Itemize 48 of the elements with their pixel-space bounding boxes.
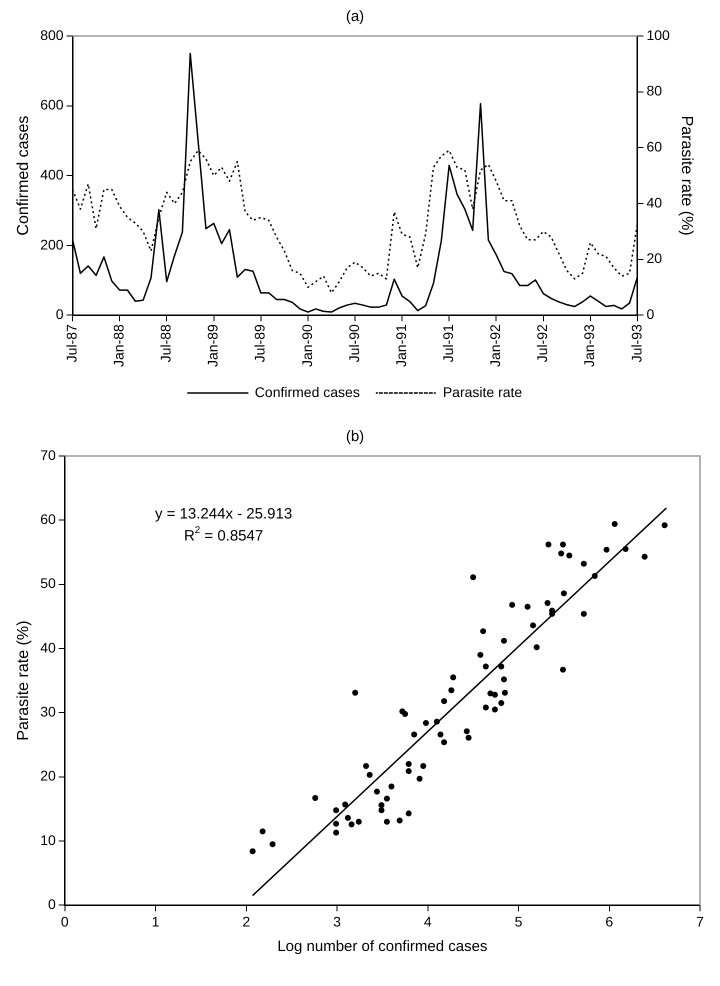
y-tick-label: 60	[40, 511, 56, 528]
x-tick-label: Jan-91	[392, 324, 409, 368]
y-axis-title: Confirmed cases	[15, 116, 32, 236]
x-tick-label: Jan-88	[110, 324, 126, 368]
y2-tick-label: 20	[646, 250, 662, 266]
y-tick-label: 30	[40, 704, 56, 720]
annotation: y = 13.244x - 25.913	[154, 506, 292, 523]
y2-axis-title: Parasite rate (%)	[678, 116, 695, 236]
x-tick-label: Jul-93	[628, 324, 644, 362]
chart-title: (a)	[346, 8, 364, 26]
x-tick-label: Jul-92	[534, 324, 550, 362]
y-tick-label: 40	[40, 639, 56, 656]
y2-tick-label: 100	[646, 26, 670, 43]
x-tick-label: Jul-90	[346, 324, 362, 362]
x-tick-label: Jan-90	[298, 324, 315, 368]
y2-tick-label: 40	[646, 194, 662, 210]
y-tick-label: 400	[40, 166, 64, 182]
x-tick-label: 2	[242, 913, 250, 930]
x-tick-label: Jan-93	[581, 324, 598, 368]
x-tick-label: Jan-92	[487, 324, 504, 368]
x-tick-label: Jul-87	[63, 324, 80, 362]
legend-label: Parasite rate	[442, 384, 522, 400]
y-tick-label: 0	[48, 896, 56, 912]
y2-tick-label: 60	[646, 138, 662, 155]
y-tick-label: 800	[40, 26, 64, 43]
x-tick-label: 6	[605, 913, 614, 930]
y-axis-title: Parasite rate (%)	[15, 620, 32, 741]
x-tick-label: 1	[152, 913, 160, 930]
y-tick-label: 20	[40, 768, 56, 784]
y-tick-label: 70	[40, 446, 56, 463]
y-tick-label: 10	[40, 832, 56, 848]
x-tick-label: 4	[424, 913, 432, 930]
x-axis-title: Log number of confirmed cases	[277, 938, 488, 956]
x-tick-label: Jul-89	[252, 324, 268, 362]
y-tick-label: 200	[40, 236, 64, 252]
x-tick-label: 5	[514, 913, 523, 930]
x-tick-label: Jul-91	[440, 324, 456, 362]
legend-label: Confirmed cases	[254, 384, 360, 400]
y2-tick-label: 0	[646, 306, 654, 322]
x-tick-label: Jul-88	[158, 324, 174, 362]
y2-tick-label: 80	[646, 82, 662, 99]
x-tick-label: Jan-89	[204, 324, 221, 368]
chart-title: (b)	[346, 428, 364, 446]
y-tick-label: 600	[40, 96, 64, 113]
y-tick-label: 0	[56, 306, 64, 322]
y-tick-label: 50	[40, 575, 56, 592]
x-tick-label: 3	[333, 913, 342, 930]
x-tick-label: 7	[696, 913, 704, 930]
